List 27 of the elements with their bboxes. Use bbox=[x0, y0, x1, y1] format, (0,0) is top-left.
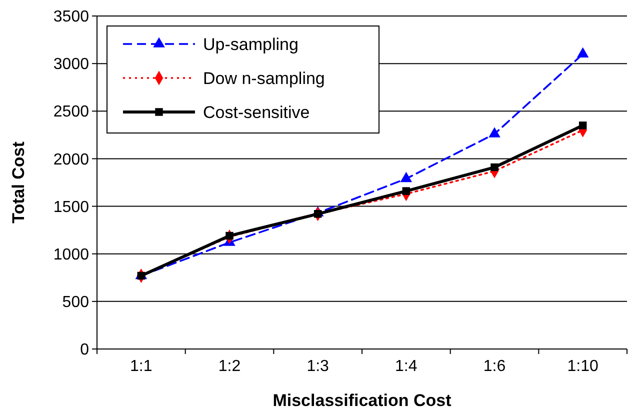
y-tick-label: 1500 bbox=[53, 198, 90, 216]
y-axis-title: Total Cost bbox=[9, 141, 28, 224]
legend-label: Dow n-sampling bbox=[203, 68, 325, 88]
y-tick-label: 2500 bbox=[53, 104, 90, 121]
point bbox=[578, 122, 587, 130]
x-tick-label: 1:6 bbox=[483, 358, 506, 375]
point bbox=[488, 127, 500, 138]
point bbox=[490, 163, 498, 172]
y-tick-label: 3000 bbox=[53, 56, 90, 74]
x-tick-label: 1:2 bbox=[218, 358, 241, 375]
point bbox=[226, 232, 234, 240]
point bbox=[314, 210, 322, 218]
y-tick-label: 2000 bbox=[53, 151, 90, 168]
x-tick-label: 1:10 bbox=[567, 358, 599, 375]
y-tick-label: 1000 bbox=[53, 246, 90, 264]
point bbox=[400, 172, 412, 182]
point bbox=[576, 47, 589, 58]
point bbox=[402, 187, 410, 195]
legend-label: Up-sampling bbox=[203, 34, 298, 54]
legend-label: Cost-sensitive bbox=[203, 102, 310, 122]
y-tick-label: 0 bbox=[80, 342, 90, 359]
x-tick-label: 1:4 bbox=[395, 358, 418, 375]
x-tick-label: 1:3 bbox=[306, 358, 330, 375]
y-tick-label: 3500 bbox=[53, 8, 90, 26]
x-tick-label: 1:1 bbox=[130, 358, 152, 375]
y-tick-label: 500 bbox=[62, 294, 90, 312]
x-axis-title: Misclassification Cost bbox=[272, 391, 452, 410]
